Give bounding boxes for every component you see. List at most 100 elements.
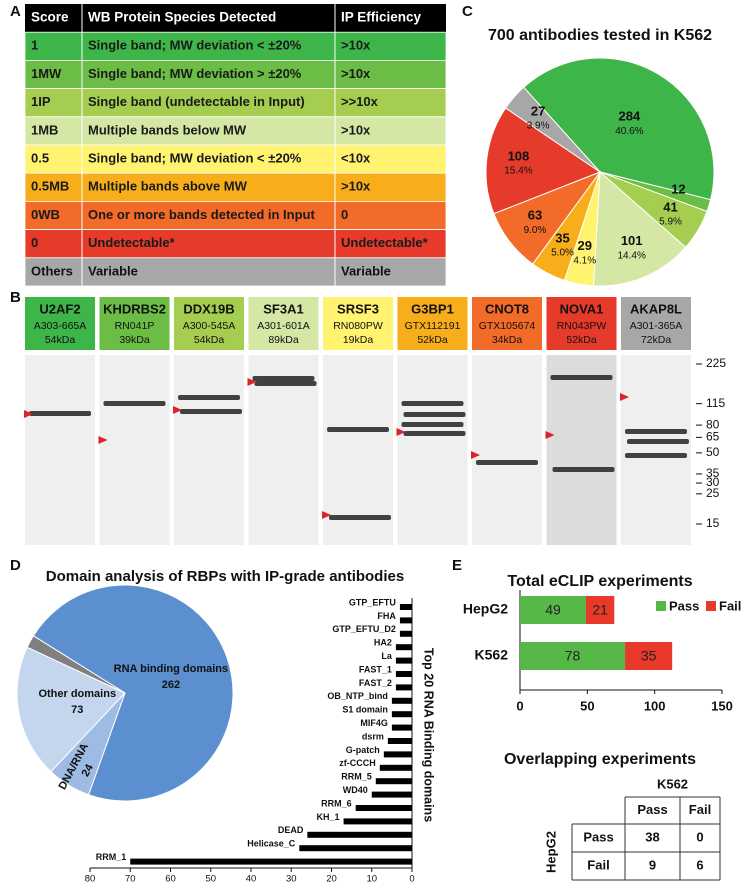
mw-tick-label: 30 — [706, 475, 720, 489]
pie-slice — [16, 646, 126, 773]
lane-mw: 19kDa — [343, 334, 374, 346]
table-cell: Variable — [88, 263, 138, 278]
data-label: 21 — [592, 602, 608, 618]
blot-band — [552, 467, 615, 472]
pie-value-label: 101 — [621, 233, 643, 248]
blot-band — [627, 439, 689, 444]
pie-percent-label: 5.0% — [551, 248, 574, 259]
table-cell: Single band; MW deviation < ±20% — [88, 151, 302, 166]
blot-band — [254, 381, 317, 386]
bar — [399, 630, 412, 637]
y-tick-label: La — [381, 651, 392, 661]
y-tick-label: Helicase_C — [247, 839, 296, 849]
pie-category-label: Other domains — [38, 688, 116, 700]
table-row-bg — [24, 257, 447, 287]
bar — [391, 711, 412, 718]
y-tick-label: HepG2 — [463, 601, 508, 617]
legend-swatch — [706, 601, 716, 611]
legend-swatch — [656, 601, 666, 611]
x-tick-label: 50 — [580, 698, 594, 713]
table-row-bg — [24, 88, 447, 118]
table-cell: Multiple bands above MW — [88, 179, 248, 194]
table-cell: 9 — [649, 857, 656, 872]
lane-catalog: RN080PW — [333, 320, 383, 332]
pie-value-label: 35 — [555, 230, 569, 245]
mw-tick-label: 225 — [706, 356, 726, 370]
table-cell: Variable — [341, 263, 391, 278]
panel-label: A — [10, 3, 21, 20]
table-cell: 1MB — [31, 122, 58, 137]
lane-catalog: A300-545A — [183, 320, 236, 332]
lane-name: NOVA1 — [560, 301, 604, 316]
pie-percent-label: 4.1% — [573, 255, 596, 266]
bar — [395, 657, 412, 664]
data-label: 35 — [641, 648, 657, 664]
lane-mw: 72kDa — [641, 334, 672, 346]
bar — [371, 791, 412, 798]
blot-band — [625, 453, 687, 458]
y-tick-label: DEAD — [278, 825, 304, 835]
bar — [399, 617, 412, 624]
bar-segment — [625, 642, 673, 670]
chart-title: Domain analysis of RBPs with IP-grade an… — [46, 568, 404, 585]
lane-name: SRSF3 — [337, 301, 379, 316]
mw-tick-label: 15 — [706, 516, 720, 530]
table-row-bg — [24, 229, 447, 259]
bar — [355, 805, 412, 811]
blot-image — [25, 355, 95, 545]
blot-lane: AKAP8L A301-365A 72kDa — [620, 297, 691, 545]
bar — [383, 751, 412, 758]
blot-band — [401, 422, 464, 427]
y-tick-label: GTP_EFTU — [349, 597, 396, 607]
pie-category-label: RNA binding domains — [114, 663, 228, 675]
table-cell: Undetectable* — [341, 235, 429, 250]
lane-catalog: RN043PW — [557, 320, 607, 332]
bar — [299, 845, 412, 852]
blot-band — [550, 375, 613, 380]
blot-lane: SRSF3 RN080PW 19kDa — [322, 297, 393, 545]
lane-name: CNOT8 — [485, 301, 529, 316]
pie-percent-label: 5.9% — [659, 217, 682, 228]
x-tick-label: 30 — [286, 874, 297, 885]
x-tick-label: 40 — [246, 874, 257, 885]
blot-band — [103, 401, 166, 406]
table-cell: >>10x — [341, 94, 379, 109]
bar — [375, 778, 412, 785]
bar — [391, 697, 412, 704]
mw-tick-label: 50 — [706, 445, 720, 459]
bar — [391, 724, 412, 731]
table-row-label: Fail — [587, 857, 609, 872]
pie-percent-label: 9.0% — [524, 225, 547, 236]
y-tick-label: WD40 — [343, 785, 368, 795]
y-tick-label: MIF4G — [360, 718, 388, 728]
table-row-header: HepG2 — [543, 831, 558, 873]
table-cell: >10x — [341, 179, 371, 194]
bar-segment — [520, 642, 626, 670]
x-tick-label: 80 — [85, 874, 96, 885]
table-cell: 1IP — [31, 94, 51, 109]
table-cell: >10x — [341, 66, 371, 81]
band-arrow — [322, 511, 331, 519]
pie-slice — [26, 635, 126, 694]
blot-lane: G3BP1 GTX112191 52kDa — [396, 297, 468, 545]
bar — [395, 644, 412, 651]
table-cell: <10x — [341, 151, 371, 166]
table-cell: 0 — [31, 235, 38, 250]
y-tick-label: FHA — [377, 611, 396, 621]
lane-header — [174, 297, 244, 350]
blot-image — [472, 355, 542, 545]
y-tick-label: G-patch — [346, 745, 380, 755]
bar — [379, 764, 412, 771]
lane-mw: 34kDa — [492, 334, 523, 346]
legend-label: Pass — [669, 598, 699, 613]
table-header: IP Efficiency — [341, 10, 422, 25]
panel-label: E — [452, 557, 462, 574]
table-cell: Single band; MW deviation < ±20% — [88, 38, 302, 53]
bar — [395, 671, 412, 677]
pie-value-label: 73 — [71, 704, 83, 716]
lane-header — [323, 297, 393, 350]
lane-mw: 52kDa — [417, 334, 448, 346]
lane-catalog: RN041P — [115, 320, 155, 332]
blot-lane: U2AF2 A303-665A 54kDa — [24, 297, 95, 545]
